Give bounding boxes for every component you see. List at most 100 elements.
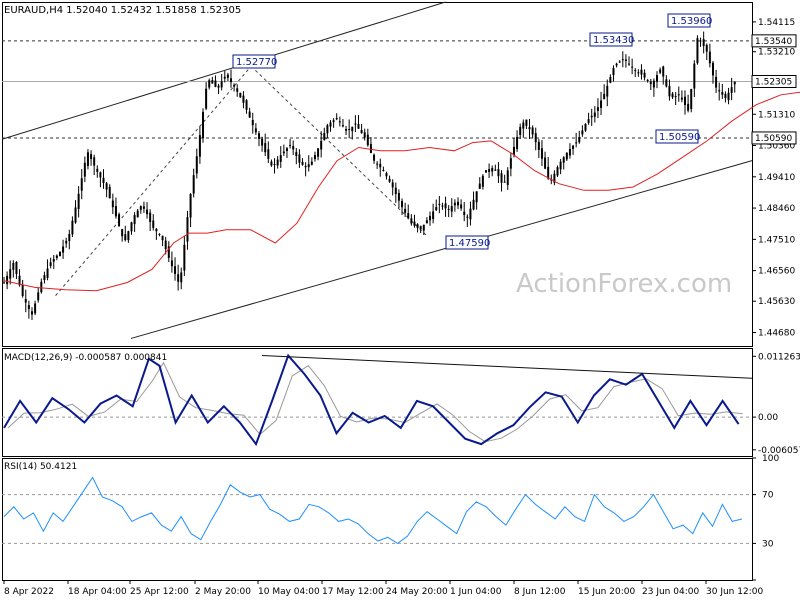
time-axis-label: 24 May 20:00 (386, 587, 448, 597)
candle-body (127, 231, 130, 241)
candle-body (705, 44, 708, 52)
candle-body (186, 217, 189, 242)
macd-signal-line (7, 361, 743, 443)
candle-body (404, 208, 407, 213)
level-price-tag: 1.50590 (755, 134, 792, 144)
candle-body (177, 274, 180, 282)
candle-body (220, 81, 223, 88)
candle-body (289, 144, 292, 146)
candle-body (718, 90, 721, 92)
candle-body (382, 170, 385, 172)
candle-body (323, 133, 326, 141)
macd-divergence-line (261, 355, 753, 379)
level-price-tag-box (751, 34, 797, 48)
candle-body (74, 207, 77, 223)
candle-body (612, 68, 615, 76)
candle-body (640, 69, 643, 75)
candle-body (596, 107, 599, 111)
candle-body (643, 72, 646, 78)
candle-body (105, 183, 108, 190)
candle-body (257, 133, 260, 139)
candle-body (298, 154, 301, 163)
candle-body (407, 213, 410, 219)
candle-body (217, 85, 220, 88)
candle-body (628, 63, 631, 65)
candle-body (724, 93, 727, 99)
candle-body (118, 214, 121, 227)
candle-body (456, 201, 459, 206)
candle-body (680, 97, 683, 100)
macd-line (3, 353, 740, 447)
candle-body (500, 173, 503, 183)
candle-body (229, 78, 232, 83)
candle-body (251, 120, 254, 126)
candle-body (721, 92, 724, 95)
candle-body (708, 51, 711, 64)
candle-body (161, 235, 164, 241)
candle-body (441, 205, 444, 207)
time-axis-label: 1 Jun 04:00 (450, 587, 502, 597)
candle-body (584, 123, 587, 131)
candle-body (58, 251, 61, 256)
candle-body (469, 208, 472, 220)
rsi-panel: 100 70 30 (2, 454, 779, 581)
time-axis-label: 8 Jun 12:00 (514, 587, 566, 597)
candle-body (484, 170, 487, 173)
candle-body (338, 121, 341, 123)
candle-body (516, 136, 519, 150)
candle-body (447, 208, 450, 210)
candle-body (108, 186, 111, 199)
candle-body (102, 177, 105, 184)
level-price-tag-box (751, 131, 797, 145)
candle-body (491, 167, 494, 172)
candle-body (665, 79, 668, 87)
macd-y-tick-label: 0.00 (758, 413, 778, 423)
candle-body (21, 284, 24, 296)
candle-body (214, 80, 217, 87)
candle-body (562, 157, 565, 163)
candle-body (668, 85, 671, 97)
candle-body (27, 305, 30, 310)
candle-body (198, 135, 201, 157)
candle-body (149, 212, 152, 222)
rsi-line (3, 476, 743, 545)
price-annotation-label: 1.53430 (593, 35, 634, 46)
candle-body (503, 181, 506, 183)
candle-body (733, 81, 736, 85)
candle-body (189, 193, 192, 218)
candle-body (385, 173, 388, 177)
candle-body (360, 129, 363, 134)
candle-body (634, 70, 637, 72)
candle-body (52, 258, 55, 262)
time-axis-label: 18 Apr 04:00 (68, 587, 127, 597)
candle-body (49, 262, 52, 266)
candle-body (379, 163, 382, 168)
time-axis-label: 25 Apr 12:00 (130, 587, 189, 597)
candle-body (624, 59, 627, 61)
candle-body (444, 203, 447, 209)
candle-body (391, 182, 394, 188)
candle-body (413, 221, 416, 226)
price-annotation-box (667, 13, 711, 28)
candle-body (351, 126, 354, 132)
candle-body (285, 148, 288, 152)
candle-body (435, 207, 438, 211)
candle-body (702, 39, 705, 47)
current-price-tag: 1.52305 (755, 77, 792, 87)
time-axis-label: 10 May 04:00 (258, 587, 320, 597)
macd-panel-frame (2, 348, 753, 457)
candle-body (394, 187, 397, 195)
candle-body (310, 161, 313, 165)
candle-body (429, 215, 432, 221)
candle-body (649, 81, 652, 85)
candle-body (537, 141, 540, 150)
candle-body (292, 146, 295, 150)
price-y-tick-label: 1.49410 (758, 173, 795, 183)
candle-body (261, 138, 264, 146)
candle-body (99, 172, 102, 178)
candle-body (354, 123, 357, 125)
candle-body (158, 233, 161, 235)
candle-body (677, 94, 680, 96)
candle-body (432, 211, 435, 220)
rsi-y-tick-label: 30 (762, 539, 774, 549)
